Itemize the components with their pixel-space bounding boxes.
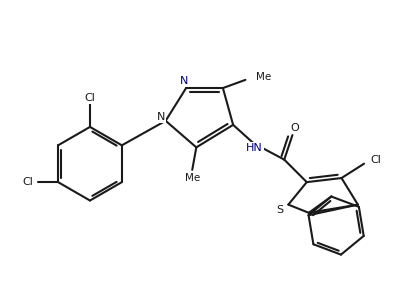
Text: Me: Me [256, 72, 271, 82]
Text: Cl: Cl [85, 93, 95, 103]
Text: Cl: Cl [22, 177, 33, 187]
Text: N: N [180, 76, 188, 86]
Text: N: N [157, 112, 165, 122]
Text: Cl: Cl [370, 155, 381, 165]
Text: S: S [276, 204, 283, 215]
Text: HN: HN [246, 143, 263, 153]
Text: Me: Me [184, 173, 200, 183]
Text: O: O [290, 123, 299, 133]
